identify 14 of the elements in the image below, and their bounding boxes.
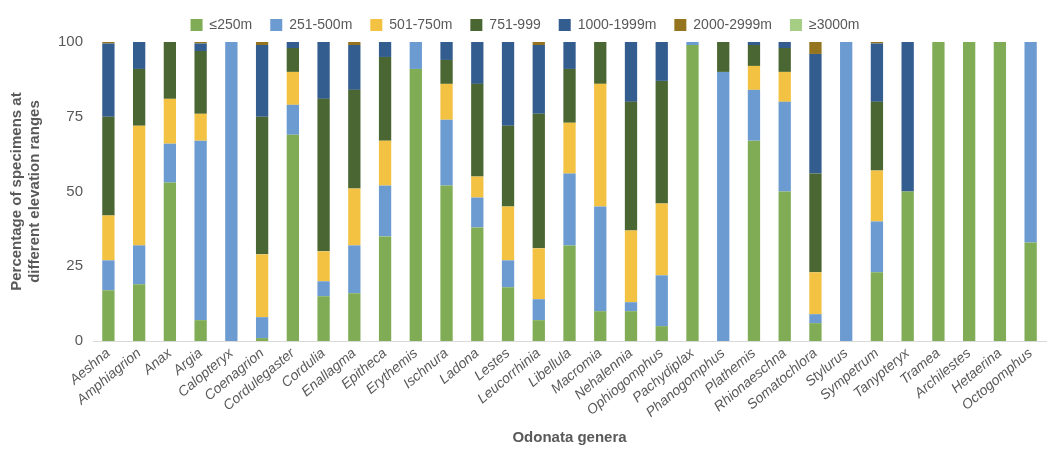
y-tick-label: 75 <box>66 106 84 124</box>
legend-label: 501-750m <box>389 15 453 32</box>
legend-label: 751-999 <box>489 15 541 32</box>
y-tick-label: 100 <box>58 32 84 50</box>
y-axis-title: Percentage of specimens at different elevation ranges <box>7 92 43 291</box>
y-tick-label: 0 <box>74 331 84 349</box>
legend-label: ≤250m <box>209 15 253 32</box>
legend-label: 2000-2999m <box>693 15 772 32</box>
legend-label: 1000-1999m <box>577 15 657 32</box>
legend-label: ≥3000m <box>808 15 860 32</box>
legend-label: 251-500m <box>289 15 353 32</box>
y-tick-label: 50 <box>66 181 84 199</box>
x-axis-title: Odonata genera <box>512 428 628 446</box>
y-tick-label: 25 <box>66 256 84 274</box>
